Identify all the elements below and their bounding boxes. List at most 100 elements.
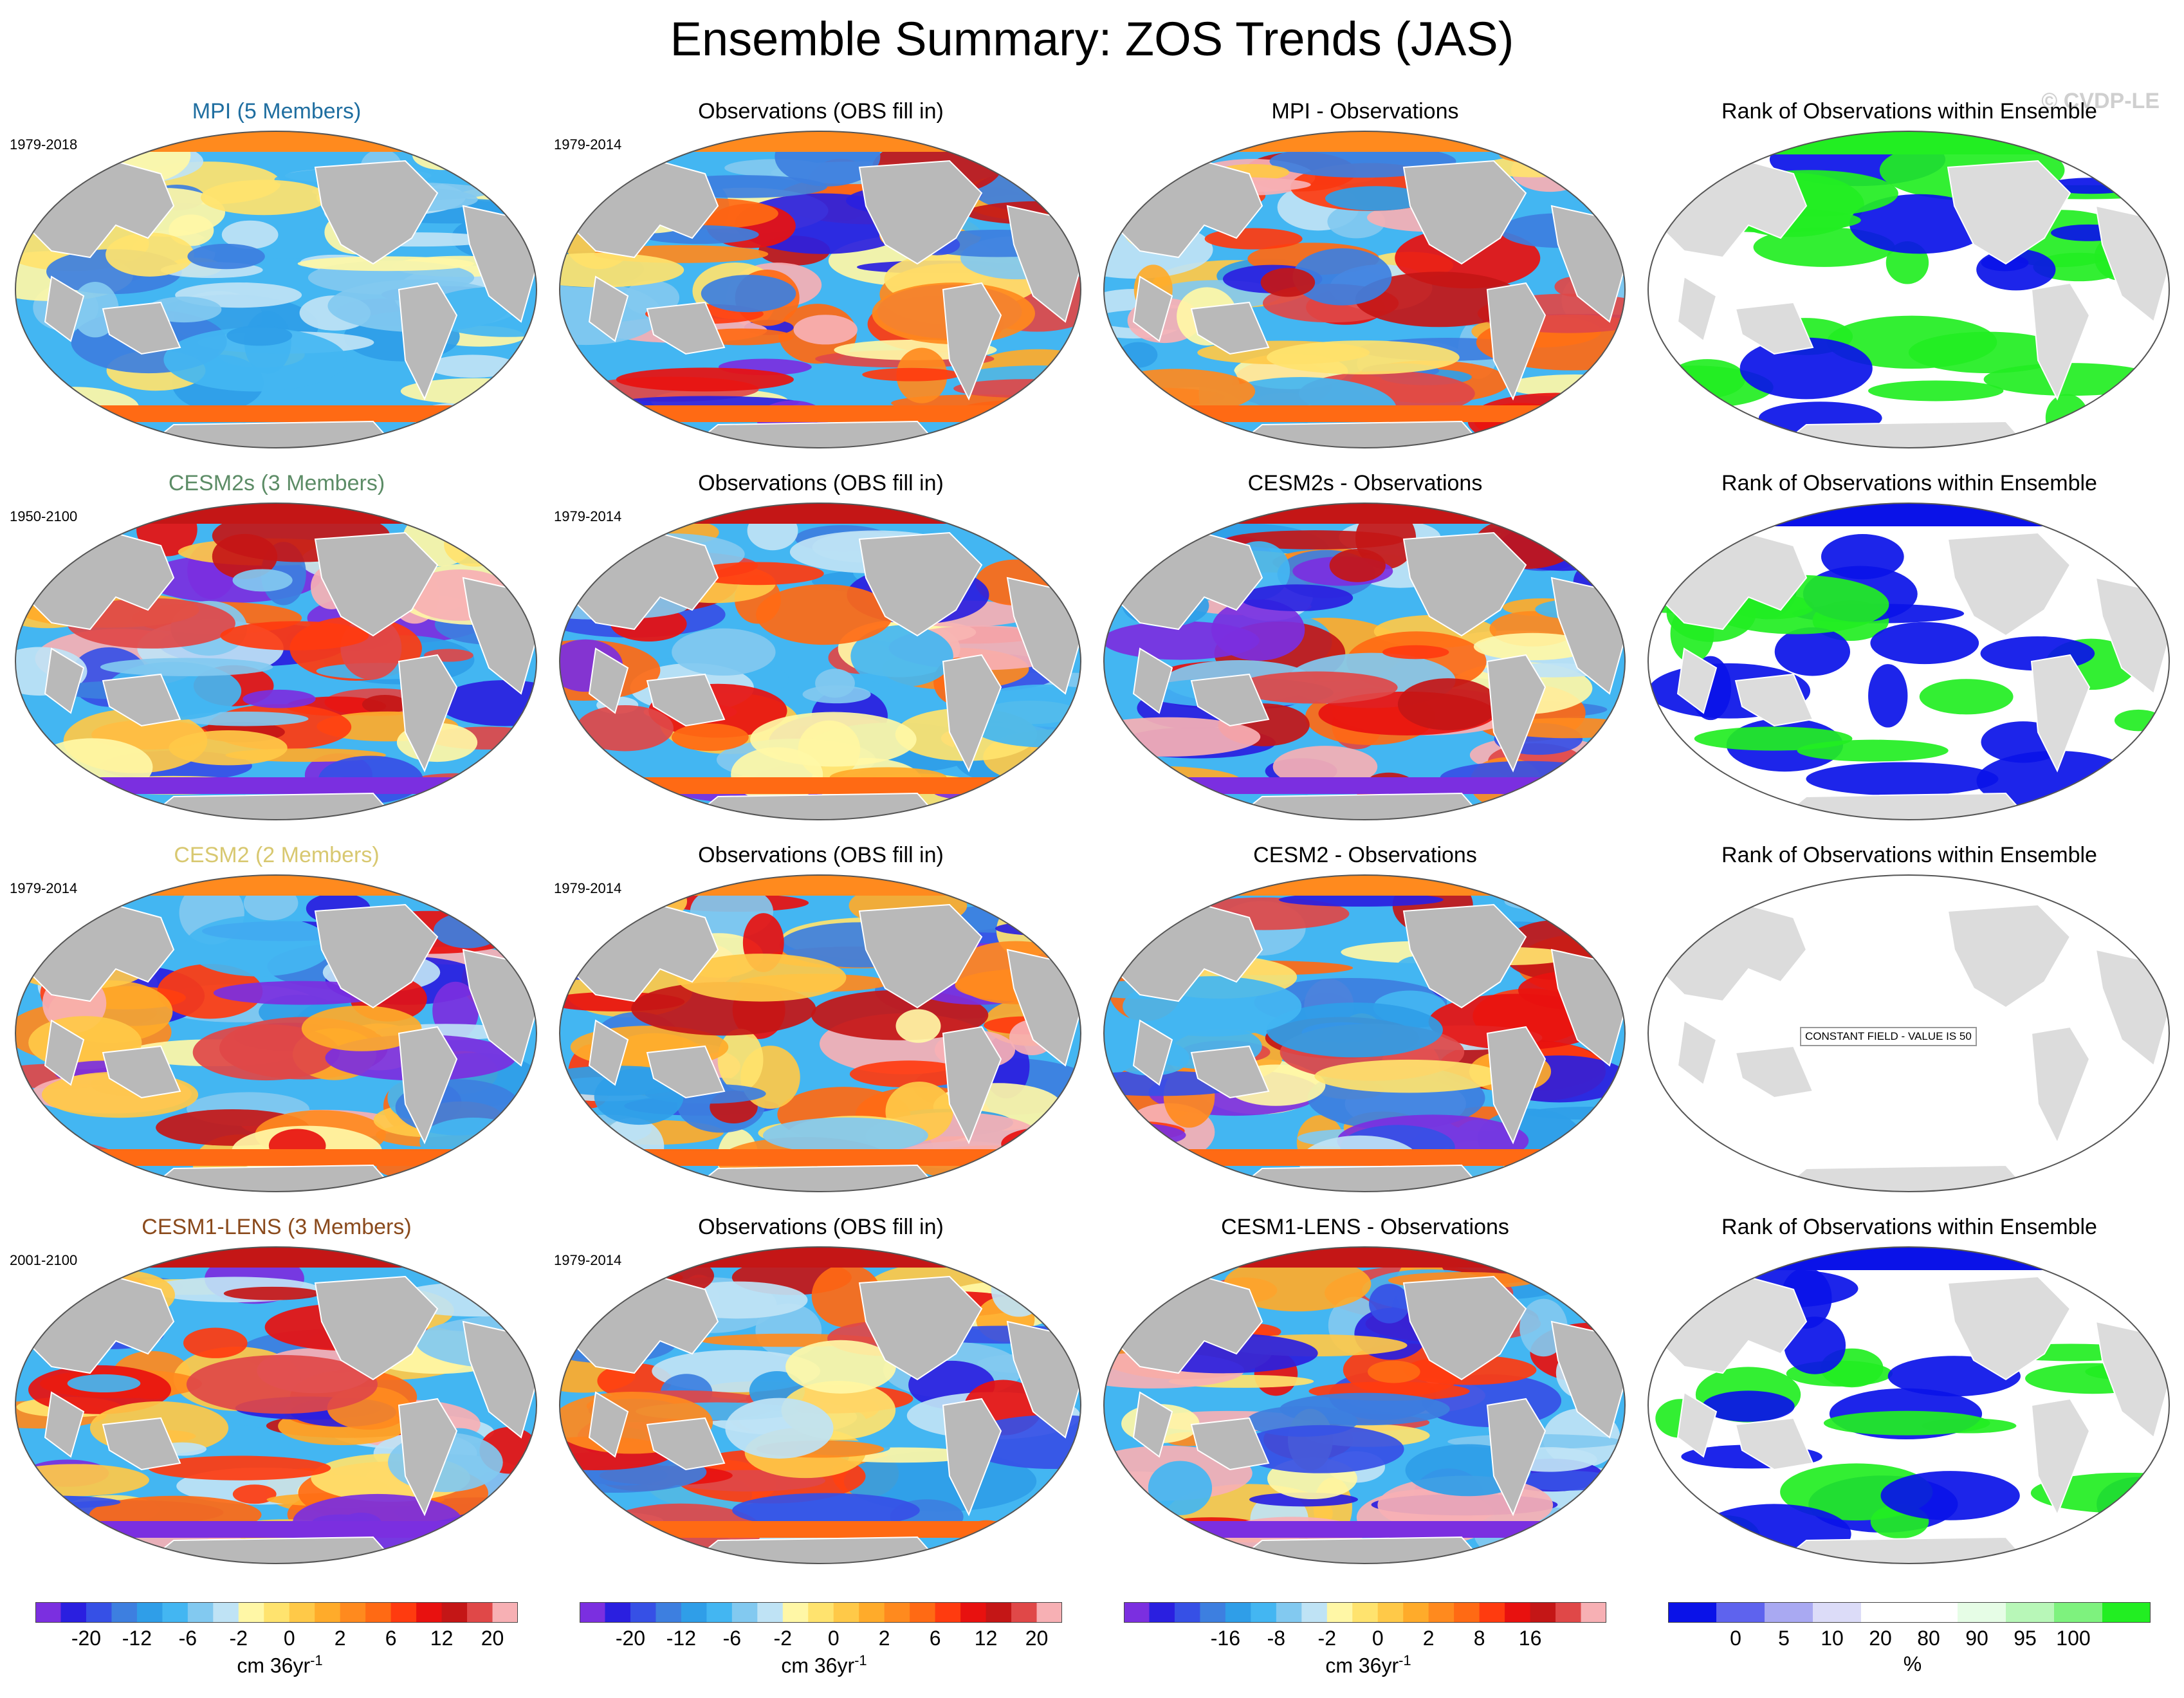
colorbar-trend-obs xyxy=(580,1602,1063,1623)
colorbar-unit-rank: % xyxy=(1668,1652,2157,1676)
landmass-shape xyxy=(398,282,458,401)
colorbar-tick-label: 2 xyxy=(1422,1627,1435,1650)
landmass-shape xyxy=(1772,420,2033,448)
map-panel-r4c2 xyxy=(557,1244,1083,1566)
panel-title-r3c1: CESM2 (2 Members) xyxy=(174,843,380,867)
panel-title-r3c2: Observations (OBS fill in) xyxy=(698,843,944,867)
map-panel-r4c4 xyxy=(1646,1244,2172,1566)
map-panel-r4c1 xyxy=(13,1244,539,1566)
colorbar-swatch xyxy=(656,1602,682,1623)
world-map-svg xyxy=(1647,503,2170,820)
landmass-shape xyxy=(44,647,85,714)
map-panel-r3c3 xyxy=(1101,872,1628,1194)
colorbar-unit-trend-obs: cm 36yr-1 xyxy=(580,1652,1069,1678)
panel-title-r1c2: Observations (OBS fill in) xyxy=(698,99,944,124)
landmass-shape xyxy=(1772,1164,2033,1192)
colorbar-swatch xyxy=(1124,1602,1150,1623)
landmass-shape xyxy=(500,1282,537,1329)
colorbar-unit-text: cm 36yr xyxy=(1325,1654,1399,1677)
landmass-shape xyxy=(588,1019,629,1086)
landmass-shape xyxy=(44,275,85,342)
colorbar-unit-difference: cm 36yr-1 xyxy=(1124,1652,1613,1678)
period-label-r1c1: 1979-2018 xyxy=(10,136,78,152)
colorbar-swatch xyxy=(910,1602,936,1623)
colorbar-swatch xyxy=(1958,1602,2006,1623)
landmass-shape xyxy=(1947,1275,2071,1381)
landmass-shape xyxy=(684,1536,945,1564)
colorbar-swatch xyxy=(1251,1602,1277,1623)
colorbar-swatch xyxy=(1225,1602,1251,1623)
landmass-shape xyxy=(2030,654,2091,773)
landmass-shape xyxy=(1228,792,1489,820)
landmass-shape xyxy=(942,1398,1002,1517)
landmass-shape xyxy=(942,1026,1002,1145)
colorbar-swatch xyxy=(1555,1602,1582,1623)
map-panel-r4c3 xyxy=(1101,1244,1628,1566)
colorbar-swatch xyxy=(136,1602,163,1623)
colorbar-swatch xyxy=(1403,1602,1429,1623)
landmass-shape xyxy=(1228,420,1489,448)
landmass-shape xyxy=(1190,301,1270,355)
landmass-shape xyxy=(1228,1536,1489,1564)
colorbar-tick-label: 20 xyxy=(1025,1627,1049,1650)
colorbar-swatch xyxy=(1301,1602,1328,1623)
colorbar-tick-label: 8 xyxy=(1473,1627,1485,1650)
colorbar-swatch xyxy=(1326,1602,1353,1623)
landmass-shape xyxy=(1486,1398,1546,1517)
colorbar-swatch xyxy=(1479,1602,1505,1623)
period-label-r1c2: 1979-2014 xyxy=(554,136,622,152)
world-map-svg xyxy=(559,874,1081,1192)
colorbar-swatch xyxy=(731,1602,758,1623)
landmass-shape xyxy=(646,673,726,727)
colorbar-swatch xyxy=(340,1602,366,1623)
constant-field-note: CONSTANT FIELD - VALUE IS 50 xyxy=(1800,1027,1977,1046)
colorbar-swatch xyxy=(782,1602,809,1623)
landmass-shape xyxy=(1132,275,1173,342)
world-map-svg xyxy=(1647,1246,2170,1564)
landmass-shape xyxy=(500,538,537,586)
landmass-shape xyxy=(102,1045,181,1099)
colorbar-swatch xyxy=(2102,1602,2151,1623)
colorbar-unit-exponent: -1 xyxy=(1399,1652,1411,1668)
colorbar-swatch xyxy=(1454,1602,1480,1623)
colorbar-tick-label: 6 xyxy=(385,1627,397,1650)
colorbar-swatch xyxy=(935,1602,961,1623)
landmass-shape xyxy=(1228,1164,1489,1192)
landmass-shape xyxy=(44,1019,85,1086)
colorbar-tick-label: 12 xyxy=(430,1627,454,1650)
period-label-r4c1: 2001-2100 xyxy=(10,1252,78,1268)
colorbar-tick-label: -20 xyxy=(615,1627,646,1650)
landmass-shape xyxy=(1132,647,1173,714)
landmass-shape xyxy=(1190,1045,1270,1099)
map-panel-r1c1 xyxy=(13,129,539,450)
colorbar-tick-label: 20 xyxy=(481,1627,504,1650)
colorbar-swatch xyxy=(884,1602,910,1623)
landmass-shape xyxy=(942,282,1002,401)
world-map-svg xyxy=(15,1246,537,1564)
landmass-shape xyxy=(1734,1417,1814,1471)
colorbar-swatch xyxy=(1861,1602,1910,1623)
colorbar-swatch xyxy=(492,1602,518,1623)
world-map-svg xyxy=(1647,131,2170,448)
colorbar-swatch xyxy=(1581,1602,1607,1623)
landmass-shape xyxy=(2133,166,2169,214)
colorbar-swatch xyxy=(1377,1602,1404,1623)
landmass-shape xyxy=(1676,1391,1718,1458)
colorbar-swatch xyxy=(808,1602,834,1623)
colorbar-swatch xyxy=(757,1602,784,1623)
landmass-shape xyxy=(1734,301,1814,355)
world-map-svg xyxy=(1103,131,1626,448)
colorbar-swatch xyxy=(187,1602,214,1623)
figure-title: Ensemble Summary: ZOS Trends (JAS) xyxy=(670,12,1514,66)
colorbar-swatch xyxy=(1276,1602,1302,1623)
landmass-shape xyxy=(1772,792,2033,820)
landmass-shape xyxy=(1589,1282,1625,1329)
landmass-shape xyxy=(858,531,983,637)
landmass-shape xyxy=(500,166,537,214)
landmass-shape xyxy=(314,160,439,265)
colorbar-swatch xyxy=(1200,1602,1226,1623)
map-panel-r2c4 xyxy=(1646,501,2172,822)
colorbar-swatch xyxy=(986,1602,1012,1623)
landmass-shape xyxy=(588,275,629,342)
colorbar-swatch xyxy=(1813,1602,1862,1623)
